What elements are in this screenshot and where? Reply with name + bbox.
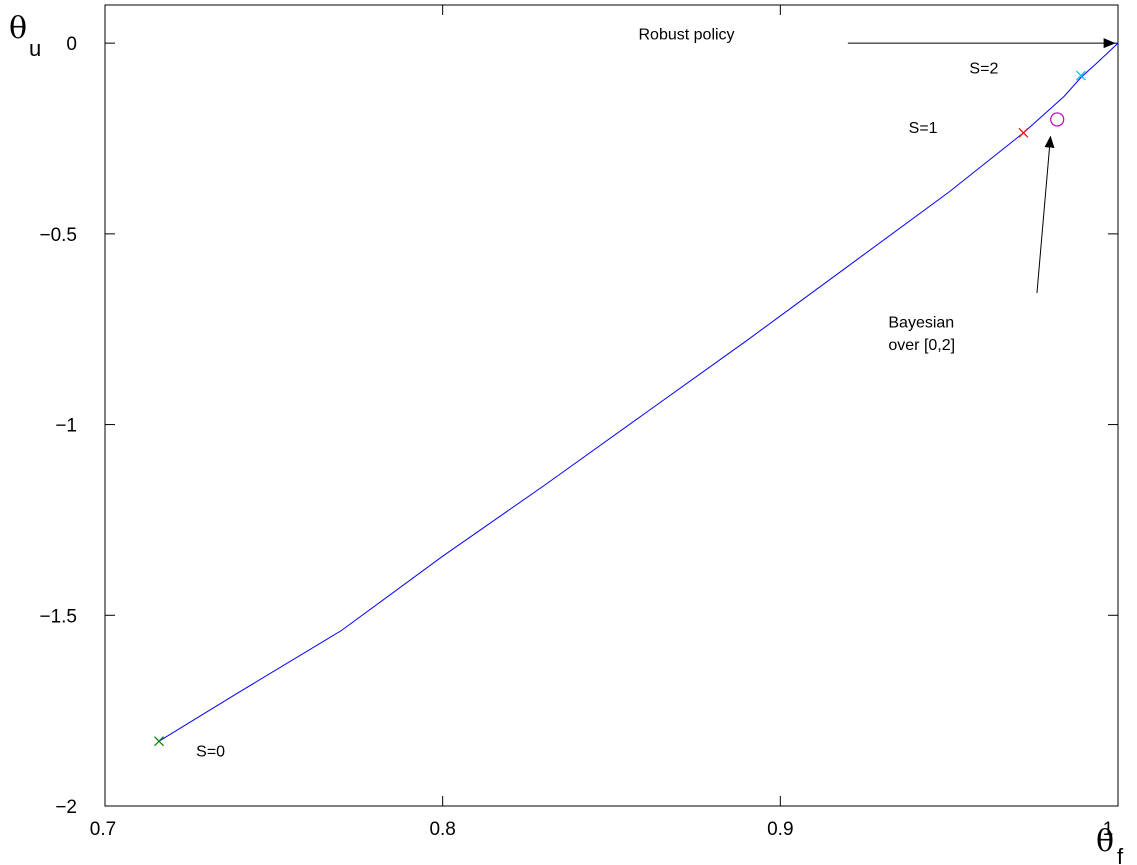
- y-axis-label: θ u: [9, 11, 41, 61]
- annotation-label: S=0: [196, 743, 225, 760]
- marker-s-2: [1075, 70, 1086, 81]
- marker-stroke: [154, 736, 164, 747]
- x-tick-label: 0.7: [90, 819, 116, 840]
- x-axis-label: θ f: [1096, 824, 1124, 865]
- series-line: [158, 42, 1119, 742]
- annotation-group: S=0 S=1 S=2 Robust policy Bayesian over [0,2]: [196, 26, 998, 760]
- y-tick-label: 0: [66, 34, 77, 55]
- arrow-group: [847, 38, 1116, 294]
- y-tick-label: −1: [55, 416, 77, 437]
- annotation-label: S=2: [969, 61, 998, 78]
- x-tick-label: 1: [1103, 819, 1114, 840]
- annotation-arrow: [1036, 135, 1055, 294]
- y-tick-label: −0.5: [39, 225, 77, 246]
- axis-tick-labels: 0.7 0.8 0.9 1 0 −0.5 −1 −1.5 −2: [39, 34, 1113, 840]
- marker-bayesian: [1050, 112, 1065, 127]
- x-axis-label-symbol: θ: [1096, 824, 1114, 859]
- marker-s-0: [154, 736, 164, 747]
- plot-frame: [104, 4, 1119, 807]
- x-tick-label: 0.8: [429, 819, 455, 840]
- annotation-label: Robust policy: [639, 26, 735, 43]
- y-axis-label-symbol: θ: [9, 11, 27, 46]
- y-tick-label: −2: [55, 797, 77, 818]
- x-tick-label: 0.9: [767, 819, 793, 840]
- marker-stroke: [1018, 127, 1029, 138]
- axis-ticks: [104, 5, 1119, 807]
- series-group: [158, 42, 1119, 742]
- x-axis-label-subscript: f: [1117, 844, 1124, 865]
- annotation-label: S=1: [909, 120, 938, 137]
- marker-s-1: [1018, 127, 1029, 138]
- annotation-label: Bayesian: [888, 314, 954, 331]
- marker-group: [154, 70, 1086, 747]
- y-axis-label-subscript: u: [29, 36, 41, 61]
- marker-stroke: [1075, 70, 1086, 81]
- annotation-label: over [0,2]: [888, 337, 955, 354]
- y-tick-label: −1.5: [39, 606, 77, 627]
